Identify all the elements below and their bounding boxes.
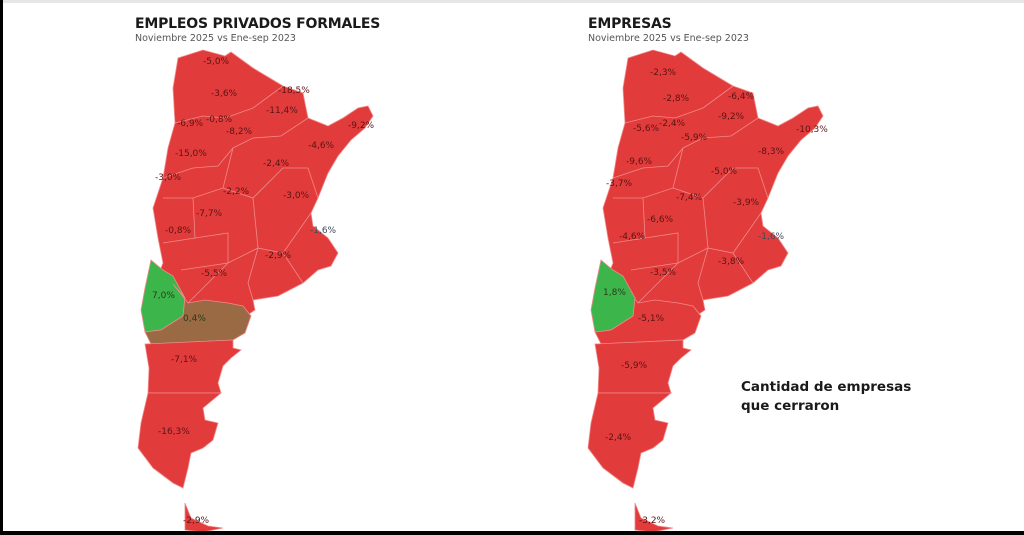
label-jujuy: -5,0% (203, 57, 230, 67)
left-map-title: EMPLEOS PRIVADOS FORMALES (135, 16, 381, 32)
region-north-center (152, 49, 374, 319)
label-santiago-del-estero: -5,9% (681, 133, 708, 143)
region-rio-negro (144, 283, 252, 345)
caption-line-1: Cantidad de empresas (741, 379, 912, 395)
label-neuquen: 7,0% (152, 291, 175, 301)
label-catamarca: -5,6% (633, 124, 660, 134)
infographic-canvas: EMPLEOS PRIVADOS FORMALES Noviembre 2025… (3, 0, 1024, 531)
label-neuquen: 1,8% (603, 288, 626, 298)
label-santiago-del-estero: -8,2% (226, 127, 253, 137)
region-chubut (594, 339, 692, 394)
label-la-rioja: -9,6% (626, 157, 653, 167)
map-caption: Cantidad de empresas que cerraron (741, 378, 911, 416)
label-formosa: -18,5% (278, 86, 310, 96)
label-misiones: -9,2% (348, 121, 375, 131)
caption-line-2: que cerraron (741, 398, 840, 414)
label-salta: -3,6% (211, 89, 238, 99)
companies-map: -2,3% -2,8% -6,4% -9,2% -10,3% -5,6% -2,… (587, 49, 828, 531)
label-santa-fe: -5,0% (711, 167, 738, 177)
label-buenos-aires: -2,9% (265, 251, 292, 261)
right-map-title: EMPRESAS (588, 16, 672, 32)
label-formosa: -6,4% (728, 92, 755, 102)
label-san-luis: -6,6% (647, 215, 674, 225)
top-divider (3, 0, 1024, 3)
label-jujuy: -2,3% (650, 68, 677, 78)
label-entre-rios: -3,9% (733, 198, 760, 208)
label-tucuman: -2,4% (659, 119, 686, 129)
label-rio-negro: -5,1% (638, 314, 665, 324)
label-la-pampa: -3,5% (650, 268, 677, 278)
region-tierra-del-fuego (184, 502, 224, 531)
region-tierra-del-fuego (634, 502, 674, 531)
label-chubut: -7,1% (171, 355, 198, 365)
left-map-subtitle: Noviembre 2025 vs Ene-sep 2023 (135, 33, 296, 44)
label-caba: -1,6% (758, 232, 785, 242)
label-san-luis: -7,7% (196, 209, 223, 219)
label-chaco: -9,2% (718, 112, 745, 122)
label-corrientes: -8,3% (758, 147, 785, 157)
label-mendoza: -4,6% (619, 232, 646, 242)
label-santa-cruz: -2,4% (605, 433, 632, 443)
label-chubut: -5,9% (621, 361, 648, 371)
label-la-pampa: -5,5% (201, 269, 228, 279)
label-mendoza: -0,8% (165, 226, 192, 236)
label-catamarca: -6,9% (177, 119, 204, 129)
label-tierra-del-fuego: -2,9% (183, 516, 210, 526)
right-map-subtitle: Noviembre 2025 vs Ene-sep 2023 (588, 33, 749, 44)
label-santa-fe: -2,4% (263, 159, 290, 169)
label-corrientes: -4,6% (308, 141, 335, 151)
label-salta: -2,8% (663, 94, 690, 104)
label-san-juan: -3,0% (155, 173, 182, 183)
label-san-juan: -3,7% (606, 179, 633, 189)
label-caba: -1,6% (310, 226, 337, 236)
region-neuquen (590, 259, 636, 333)
region-chubut (144, 339, 242, 394)
label-buenos-aires: -3,8% (718, 257, 745, 267)
label-misiones: -10,3% (796, 125, 828, 135)
label-cordoba: -2,2% (223, 187, 250, 197)
label-la-rioja: -15,0% (175, 149, 207, 159)
label-chaco: -11,4% (266, 106, 298, 116)
region-santa-cruz (137, 392, 223, 489)
label-tucuman: -0,8% (206, 115, 233, 125)
label-tierra-del-fuego: -3,2% (639, 516, 666, 526)
label-rio-negro: 0,4% (183, 314, 206, 324)
label-entre-rios: -3,0% (283, 191, 310, 201)
region-north-center (602, 49, 824, 319)
label-santa-cruz: -16,3% (158, 427, 190, 437)
label-cordoba: -7,4% (676, 193, 703, 203)
region-santa-cruz (587, 392, 673, 489)
employment-map: -5,0% -3,6% -18,5% -11,4% -9,2% -6,9% -0… (137, 49, 375, 531)
